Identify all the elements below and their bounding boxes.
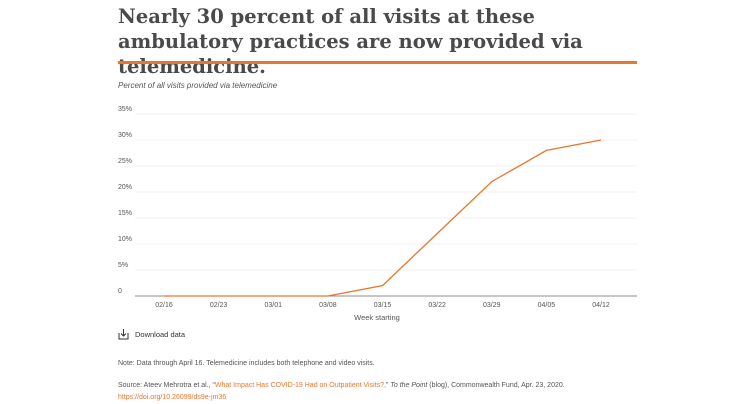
- x-tick-label: 03/29: [483, 302, 501, 309]
- grid-lines: [135, 113, 637, 297]
- source-publication: To the Point: [390, 382, 428, 389]
- x-tick-label: 03/22: [428, 302, 446, 309]
- download-icon: [118, 329, 129, 340]
- y-tick-label: 20%: [118, 184, 132, 191]
- series-line-telemedicine: [164, 139, 602, 297]
- y-tick-label: 30%: [118, 132, 132, 139]
- x-axis-label: Week starting: [354, 313, 400, 322]
- line-chart: 0 5% 10% 15% 20% 25% 30% 35% 02/16 02/23 03/01 03/…: [118, 106, 637, 322]
- y-tick-label: 35%: [118, 106, 132, 113]
- y-tick-label: 25%: [118, 158, 132, 165]
- download-data-label: Download data: [135, 329, 186, 339]
- x-tick-label: 03/08: [319, 302, 337, 309]
- source-suffix: (blog), Commonwealth Fund, Apr. 23, 2020…: [427, 382, 565, 389]
- title-divider: [118, 61, 637, 64]
- doi-link[interactable]: https://doi.org/10.26099/ds9e-jm36: [118, 394, 227, 401]
- chart-note: Note: Data through April 16. Telemedicin…: [118, 360, 375, 367]
- chart-subtitle: Percent of all visits provided via telem…: [118, 81, 278, 90]
- x-tick-label: 04/12: [592, 302, 610, 309]
- y-tick-label: 10%: [118, 236, 132, 243]
- source-article-link[interactable]: What Impact Has COVID-19 Had on Outpatie…: [214, 382, 386, 389]
- y-axis-ticks: 0 5% 10% 15% 20% 25% 30% 35%: [118, 106, 132, 295]
- download-data-button[interactable]: Download data: [118, 327, 185, 341]
- x-tick-label: 03/01: [264, 302, 282, 309]
- page-title: Nearly 30 percent of all visits at these…: [118, 5, 583, 78]
- x-tick-label: 03/15: [374, 302, 392, 309]
- source-prefix: Source: Ateev Mehrotra et al., “: [118, 382, 215, 389]
- x-tick-label: 04/05: [538, 302, 556, 309]
- x-axis-ticks: 02/16 02/23 03/01 03/08 03/15 03/22 03/29 04/05…: [155, 302, 610, 309]
- x-tick-label: 02/23: [210, 302, 228, 309]
- source-mid: ”: [385, 382, 391, 389]
- y-tick-label: 15%: [118, 210, 132, 217]
- source-citation: Source: Ateev Mehrotra et al., “What Imp…: [118, 380, 588, 404]
- y-tick-label: 5%: [118, 262, 128, 269]
- x-tick-label: 02/16: [155, 302, 173, 309]
- y-tick-label: 0: [118, 288, 122, 295]
